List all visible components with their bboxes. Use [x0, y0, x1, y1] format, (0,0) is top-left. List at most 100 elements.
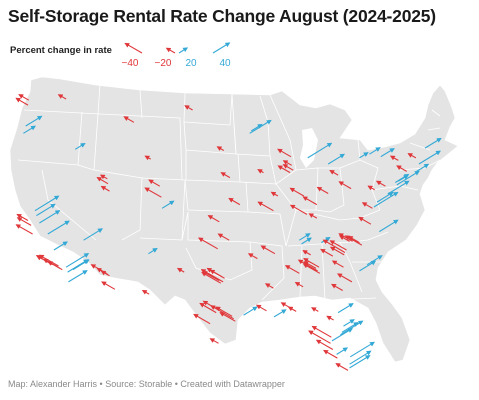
rate-arrow [141, 290, 150, 295]
rate-arrow [53, 241, 68, 251]
rate-arrow [289, 204, 308, 215]
rate-arrow [47, 261, 63, 271]
footer-credits: Map: Alexander Harris • Source: Storable… [8, 379, 285, 389]
rate-arrow [260, 245, 276, 255]
rate-arrow [294, 282, 304, 288]
rate-arrow [144, 187, 162, 198]
rate-arrow [217, 233, 230, 241]
rate-arrow [398, 174, 409, 182]
rate-arrow [219, 312, 236, 322]
rate-arrow [329, 170, 339, 176]
legend-arrow [178, 47, 189, 54]
rate-arrow [307, 142, 333, 159]
rate-arrow [359, 152, 369, 159]
rate-arrow [376, 191, 394, 203]
rate-arrow [144, 155, 151, 161]
rate-arrow [326, 315, 334, 321]
rate-arrow [101, 281, 116, 290]
rate-arrow [308, 213, 318, 219]
rate-arrow [302, 263, 321, 274]
rate-arrow [57, 94, 67, 100]
rate-arrow [247, 253, 258, 260]
rate-arrow [198, 237, 218, 250]
rate-arrow [311, 307, 319, 312]
rate-arrow [123, 116, 135, 123]
rate-arrow [336, 347, 349, 355]
rate-arrow [340, 320, 364, 336]
rate-arrow [331, 260, 344, 268]
legend-label: Percent change in rate [10, 45, 112, 56]
rate-arrow [350, 341, 375, 358]
rate-arrow [416, 163, 430, 172]
rate-arrow [277, 165, 291, 174]
legend-arrow [212, 42, 231, 54]
rate-arrow [369, 147, 381, 155]
rate-arrow [320, 248, 334, 257]
rate-arrow [74, 142, 86, 150]
rate-arrow [338, 181, 352, 190]
rate-arrow [284, 265, 300, 274]
state-borders [17, 83, 441, 301]
rate-arrow [301, 237, 312, 245]
rate-arrow [25, 115, 43, 127]
rate-arrow [15, 224, 33, 235]
rate-arrow [337, 303, 354, 314]
rate-arrow [329, 240, 347, 251]
rate-arrow [337, 273, 353, 283]
legend-arrow [124, 42, 143, 54]
legend-arrows: −40 −20 20 40 [122, 42, 231, 69]
rate-arrow [308, 330, 331, 344]
rate-arrow [341, 322, 359, 333]
rate-arrow [216, 146, 225, 151]
rate-arrow [299, 233, 311, 241]
rate-arrow [15, 97, 29, 106]
rate-arrow [100, 185, 110, 192]
rate-arrow [338, 233, 353, 242]
rate-arrow [329, 246, 345, 256]
rate-arrow [311, 325, 332, 338]
rate-arrow [18, 94, 30, 101]
rate-arrow [161, 200, 175, 209]
rate-arrow [282, 164, 294, 171]
legend-item-label: 40 [219, 58, 231, 69]
legend-arrow [165, 47, 176, 54]
rate-arrow [323, 349, 338, 359]
lake-michigan [300, 128, 318, 168]
rate-arrow [202, 271, 220, 282]
rate-arrow [331, 283, 343, 291]
rate-arrow [36, 203, 56, 217]
rate-arrow [379, 219, 399, 233]
rate-arrow [255, 304, 267, 312]
rate-arrow [389, 155, 399, 161]
rate-arrow [358, 216, 372, 225]
rate-arrow [396, 165, 407, 172]
rate-arrow [148, 247, 158, 255]
rate-arrow [100, 270, 110, 277]
rate-arrow [39, 210, 61, 224]
rate-arrow [228, 197, 241, 206]
rate-arrow [176, 267, 185, 273]
rate-arrow [303, 258, 320, 268]
rate-arrow [215, 306, 233, 317]
rate-arrow [209, 338, 219, 344]
rate-arrow [349, 355, 371, 369]
rate-arrow [375, 180, 386, 187]
rate-arrow [47, 220, 70, 235]
rate-change-arrows [15, 94, 442, 371]
rate-arrow [302, 196, 318, 206]
rate-arrow [339, 235, 350, 242]
rate-arrow [302, 250, 311, 256]
rate-arrow [251, 123, 263, 132]
rate-arrow [331, 328, 353, 342]
page-title: Self-Storage Rental Rate Change August (… [8, 6, 436, 26]
rate-arrow [316, 186, 329, 194]
rate-arrow [16, 217, 32, 226]
rate-arrow [72, 259, 90, 271]
rate-arrow [184, 105, 193, 111]
rate-arrow [38, 254, 59, 267]
rate-arrow [36, 255, 53, 266]
rate-arrow [68, 270, 88, 283]
rate-arrow [335, 363, 349, 371]
rate-arrow [367, 185, 375, 191]
